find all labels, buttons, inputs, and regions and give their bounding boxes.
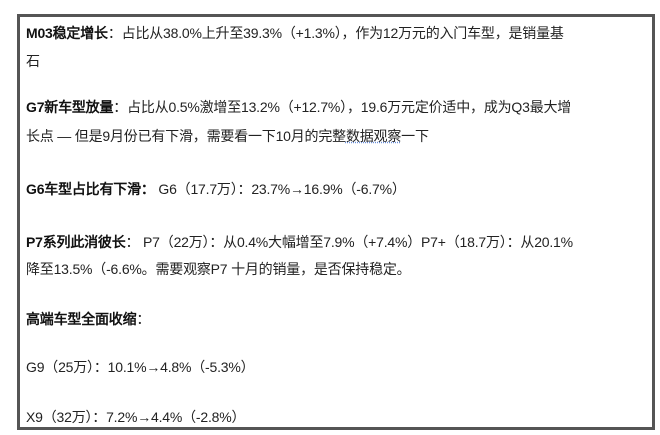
paragraph-premium: 高端车型全面收缩： [26, 310, 150, 328]
body-text: 一下 [401, 128, 429, 144]
paragraph-p7-continued: 降至13.5%（-6.6%。需要观察P7 十月的销量，是否保持稳定。 [26, 261, 411, 277]
heading: G6车型占比有下滑： [26, 181, 155, 197]
text-document-box: M03稳定增长：占比从38.0%上升至39.3%（+1.3%），作为12万元的入… [17, 14, 655, 430]
paragraph-g6: G6车型占比有下滑： G6（17.7万）：23.7%→16.9%（-6.7%） [26, 180, 406, 198]
line-g9: G9（25万）：10.1%→4.8%（-5.3%） [26, 359, 255, 375]
separator: ： [125, 234, 140, 250]
separator: ： [107, 25, 122, 41]
separator: ： [136, 311, 151, 327]
paragraph-p7: P7系列此消彼长： P7（22万）：从0.4%大幅增至7.9%（+7.4%）P7… [26, 233, 573, 251]
line-x9: X9（32万）：7.2%→4.4%（-2.8%） [26, 409, 246, 425]
body-text: 长点 — 但是9月份已有下滑，需要看一下10月的完整 [26, 128, 346, 144]
heading: 高端车型全面收缩 [26, 311, 137, 327]
heading: G7新车型放量 [26, 99, 114, 115]
separator: ： [113, 99, 128, 115]
body-text: P7（22万）：从0.4%大幅增至7.9%（+7.4%）P7+（18.7万）：从… [143, 234, 573, 250]
body-text: 占比从0.5%激增至13.2%（+12.7%），19.6万元定价适中，成为Q3最… [127, 99, 572, 115]
paragraph-g7: G7新车型放量：占比从0.5%激增至13.2%（+12.7%），19.6万元定价… [26, 98, 571, 116]
paragraph-g7-continued: 长点 — 但是9月份已有下滑，需要看一下10月的完整数据观察一下 [26, 127, 429, 145]
paragraph-m03: M03稳定增长：占比从38.0%上升至39.3%（+1.3%），作为12万元的入… [26, 24, 564, 42]
paragraph-m03-continued: 石 [26, 53, 40, 69]
heading: M03稳定增长 [26, 25, 108, 41]
spellcheck-underlined-text: 数据观察 [345, 128, 402, 144]
body-text: G6（17.7万）：23.7%→16.9%（-6.7%） [158, 181, 406, 197]
heading: P7系列此消彼长 [26, 234, 126, 250]
body-text: 占比从38.0%上升至39.3%（+1.3%），作为12万元的入门车型，是销量基 [121, 25, 564, 41]
